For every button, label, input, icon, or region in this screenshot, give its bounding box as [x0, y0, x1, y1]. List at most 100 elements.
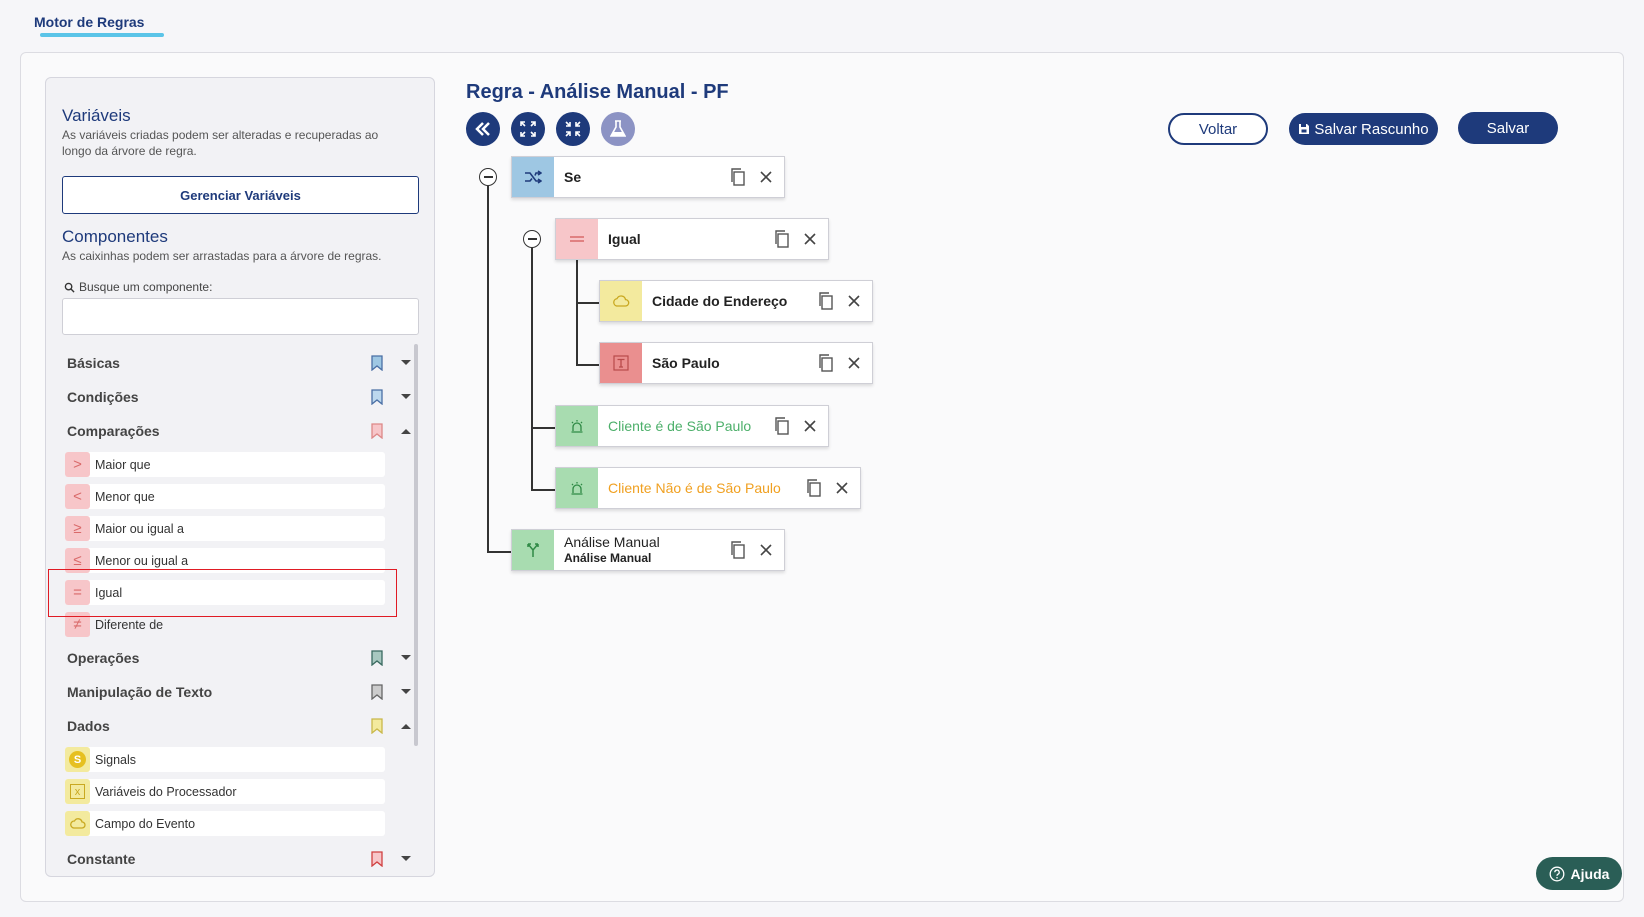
tab-motor-de-regras[interactable]: Motor de Regras	[34, 14, 145, 30]
copy-icon[interactable]	[730, 541, 746, 559]
variable-icon: x	[65, 779, 90, 804]
condition-icon	[512, 157, 554, 197]
chevron-down-icon[interactable]	[400, 359, 412, 367]
equals-icon: =	[65, 580, 90, 605]
search-label: Busque um componente:	[64, 280, 212, 294]
branch-icon	[512, 530, 554, 570]
equals-icon	[556, 219, 598, 259]
component-label: Menor ou igual a	[95, 553, 189, 568]
greater-or-equal-icon: ≥	[65, 516, 90, 541]
less-than-icon: <	[65, 484, 90, 509]
chevron-up-icon[interactable]	[400, 722, 412, 730]
node-label: Se	[564, 169, 582, 185]
save-button[interactable]: Salvar	[1458, 112, 1558, 144]
copy-icon[interactable]	[818, 292, 834, 310]
component-maior-que[interactable]: > Maior que	[65, 452, 385, 477]
chevron-up-icon[interactable]	[400, 427, 412, 435]
component-label: Maior ou igual a	[95, 521, 184, 536]
flask-icon	[610, 120, 626, 137]
chevron-down-icon[interactable]	[400, 654, 412, 662]
test-rule-button[interactable]	[601, 112, 635, 146]
component-label: Diferente de	[95, 617, 164, 632]
close-icon[interactable]	[760, 544, 772, 556]
rule-node-cliente-nao-sp[interactable]: Cliente Não é de São Paulo	[555, 467, 861, 509]
component-menor-ou-igual[interactable]: ≤ Menor ou igual a	[65, 548, 385, 573]
bookmark-icon	[371, 684, 383, 700]
chevron-down-icon[interactable]	[400, 688, 412, 696]
copy-icon[interactable]	[730, 168, 746, 186]
category-constante[interactable]: Constante	[67, 847, 412, 871]
tree-connector	[576, 258, 578, 364]
category-label: Condições	[67, 389, 139, 405]
expand-icon	[520, 121, 536, 137]
tree-connector	[531, 427, 555, 429]
node-label: Cidade do Endereço	[652, 293, 788, 309]
category-comparacoes[interactable]: Comparações	[67, 419, 412, 443]
component-label: Campo do Evento	[95, 816, 196, 831]
copy-icon[interactable]	[818, 354, 834, 372]
save-draft-button[interactable]: Salvar Rascunho	[1289, 113, 1438, 145]
collapse-toggle-se[interactable]	[479, 168, 497, 186]
copy-icon[interactable]	[774, 417, 790, 435]
close-icon[interactable]	[804, 420, 816, 432]
component-maior-ou-igual[interactable]: ≥ Maior ou igual a	[65, 516, 385, 541]
tree-connector	[531, 489, 555, 491]
help-button[interactable]: Ajuda	[1536, 857, 1622, 890]
tree-connector	[487, 186, 489, 552]
variable-icon-glyph: x	[70, 784, 85, 799]
category-operacoes[interactable]: Operações	[67, 646, 412, 670]
copy-icon[interactable]	[774, 230, 790, 248]
rule-node-cidade-endereco[interactable]: Cidade do Endereço	[599, 280, 873, 322]
double-chevron-left-icon	[475, 122, 490, 136]
search-input[interactable]	[62, 298, 419, 335]
rule-node-igual[interactable]: Igual	[555, 218, 829, 260]
node-label: Cliente Não é de São Paulo	[608, 480, 781, 496]
component-signals[interactable]: S Signals	[65, 747, 385, 772]
signals-icon: S	[65, 747, 90, 772]
component-campo-evento[interactable]: Campo do Evento	[65, 811, 385, 836]
chevron-down-icon[interactable]	[400, 855, 412, 863]
component-menor-que[interactable]: < Menor que	[65, 484, 385, 509]
close-icon[interactable]	[804, 233, 816, 245]
node-label: São Paulo	[652, 355, 720, 371]
expand-all-button[interactable]	[511, 112, 545, 146]
bookmark-icon	[371, 718, 383, 734]
rule-node-analise-manual[interactable]: Análise Manual Análise Manual	[511, 529, 785, 571]
alarm-icon	[556, 468, 598, 508]
manage-variables-button[interactable]: Gerenciar Variáveis	[62, 176, 419, 214]
node-subtitle: Análise Manual	[564, 551, 652, 565]
collapse-panel-button[interactable]	[466, 112, 500, 146]
component-label: Signals	[95, 752, 136, 767]
help-label: Ajuda	[1570, 865, 1610, 882]
rule-node-se[interactable]: Se	[511, 156, 785, 198]
copy-icon[interactable]	[806, 479, 822, 497]
close-icon[interactable]	[760, 171, 772, 183]
search-icon	[64, 282, 75, 293]
tree-connector	[531, 248, 533, 490]
category-condicoes[interactable]: Condições	[67, 385, 412, 409]
panel-scrollbar[interactable]	[414, 344, 418, 746]
category-basicas[interactable]: Básicas	[67, 351, 412, 375]
close-icon[interactable]	[836, 482, 848, 494]
back-button[interactable]: Voltar	[1168, 113, 1268, 145]
category-label: Constante	[67, 851, 136, 867]
tree-connector	[576, 364, 600, 366]
chevron-down-icon[interactable]	[400, 393, 412, 401]
close-icon[interactable]	[848, 357, 860, 369]
close-icon[interactable]	[848, 295, 860, 307]
component-variaveis-processador[interactable]: x Variáveis do Processador	[65, 779, 385, 804]
category-label: Manipulação de Texto	[67, 684, 213, 700]
component-igual[interactable]: = Igual	[65, 580, 385, 605]
collapse-toggle-igual[interactable]	[523, 230, 541, 248]
rule-node-cliente-sp[interactable]: Cliente é de São Paulo	[555, 405, 829, 447]
rule-node-sao-paulo[interactable]: São Paulo	[599, 342, 873, 384]
category-manipulacao-texto[interactable]: Manipulação de Texto	[67, 680, 412, 704]
question-circle-icon	[1549, 866, 1564, 881]
selection-highlight	[48, 569, 397, 617]
category-label: Dados	[67, 718, 110, 734]
category-dados[interactable]: Dados	[67, 714, 412, 738]
collapse-all-button[interactable]	[556, 112, 590, 146]
tree-connector	[576, 302, 600, 304]
signals-icon-glyph: S	[69, 751, 86, 768]
bookmark-icon	[371, 355, 383, 371]
